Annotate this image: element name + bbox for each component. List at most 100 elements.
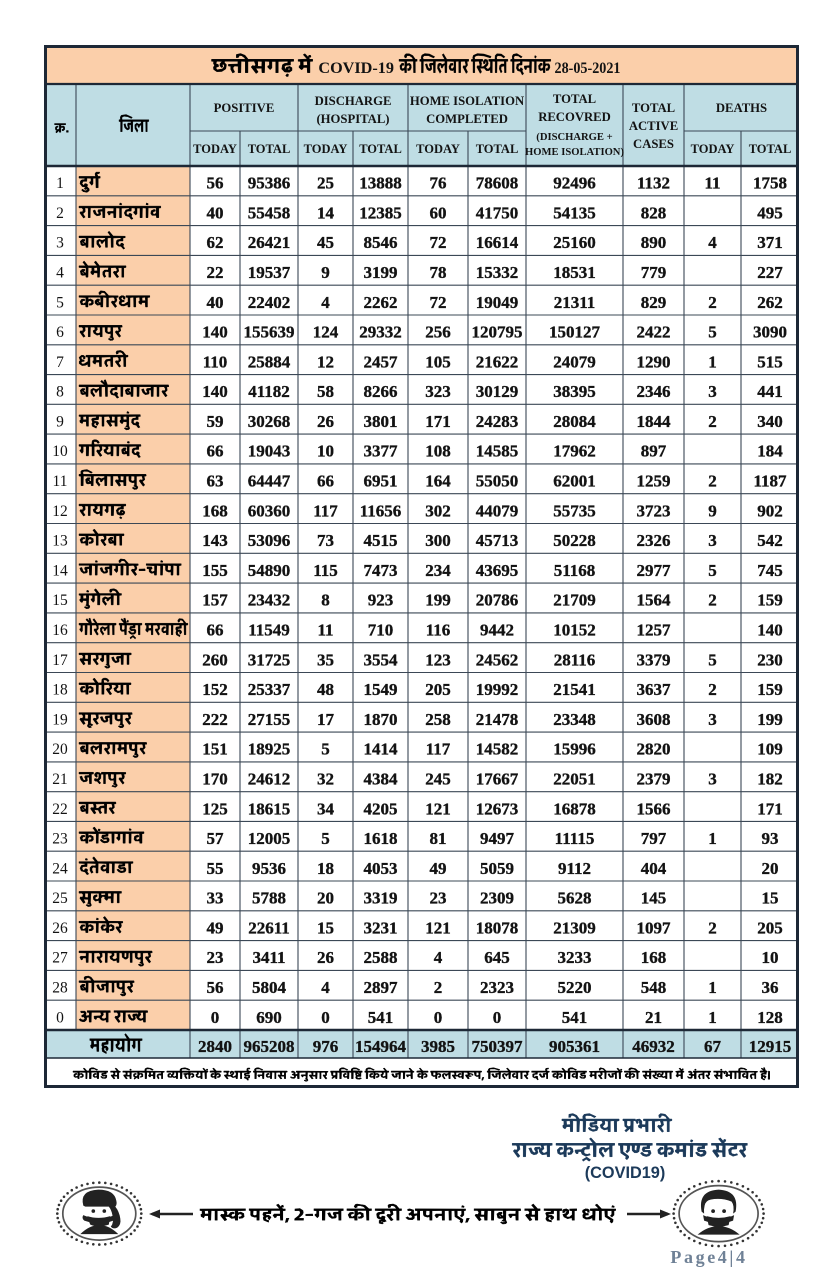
svg-text:20: 20 [762, 859, 779, 878]
svg-text:128: 128 [757, 1008, 783, 1027]
svg-text:26: 26 [52, 920, 68, 937]
svg-text:66: 66 [207, 442, 224, 461]
svg-text:17: 17 [317, 710, 335, 729]
svg-text:750397: 750397 [472, 1037, 524, 1056]
svg-text:10: 10 [762, 948, 779, 967]
svg-text:24612: 24612 [248, 770, 291, 789]
svg-text:2897: 2897 [364, 978, 399, 997]
svg-text:115: 115 [313, 561, 338, 580]
svg-text:154964: 154964 [355, 1037, 407, 1056]
svg-text:117: 117 [313, 501, 338, 520]
svg-text:28-05-2021: 28-05-2021 [555, 59, 621, 77]
svg-text:21709: 21709 [553, 591, 596, 610]
svg-text:TOTAL: TOTAL [359, 142, 402, 156]
svg-text:20: 20 [317, 889, 334, 908]
svg-text:2: 2 [708, 680, 717, 699]
svg-text:976: 976 [313, 1037, 339, 1056]
svg-text:222: 222 [202, 710, 228, 729]
svg-text:28: 28 [52, 980, 68, 997]
svg-text:140: 140 [757, 621, 783, 640]
svg-text:50228: 50228 [553, 531, 596, 550]
svg-text:1257: 1257 [637, 621, 672, 640]
svg-text:12: 12 [317, 352, 334, 371]
svg-text:22051: 22051 [553, 770, 596, 789]
svg-text:5059: 5059 [480, 859, 514, 878]
svg-text:15: 15 [762, 889, 779, 908]
svg-text:11: 11 [704, 174, 720, 193]
svg-text:43695: 43695 [476, 561, 519, 580]
svg-text:56: 56 [207, 978, 224, 997]
svg-text:905361: 905361 [549, 1037, 600, 1056]
svg-text:164: 164 [425, 472, 451, 491]
svg-text:COMPLETED: COMPLETED [426, 112, 508, 126]
svg-text:645: 645 [484, 948, 510, 967]
svg-text:18: 18 [317, 859, 334, 878]
svg-text:2422: 2422 [637, 323, 671, 342]
svg-text:34: 34 [317, 799, 335, 818]
svg-text:14582: 14582 [476, 740, 519, 759]
svg-text:3199: 3199 [364, 263, 398, 282]
svg-text:1259: 1259 [637, 472, 671, 491]
svg-text:TOTAL: TOTAL [248, 142, 291, 156]
svg-text:TODAY: TODAY [304, 142, 348, 156]
svg-text:256: 256 [425, 323, 451, 342]
svg-text:245: 245 [425, 770, 451, 789]
svg-text:159: 159 [757, 591, 783, 610]
svg-text:404: 404 [641, 859, 667, 878]
svg-text:72: 72 [430, 293, 447, 312]
svg-text:(HOSPITAL): (HOSPITAL) [316, 112, 389, 126]
svg-text:116: 116 [426, 621, 451, 640]
svg-text:9536: 9536 [252, 859, 286, 878]
svg-text:COVID-19: COVID-19 [318, 59, 394, 77]
svg-text:67: 67 [704, 1037, 722, 1056]
svg-text:2457: 2457 [364, 352, 399, 371]
svg-text:3554: 3554 [364, 650, 399, 669]
svg-text:2: 2 [708, 412, 717, 431]
svg-text:1564: 1564 [637, 591, 672, 610]
svg-text:152: 152 [202, 680, 228, 699]
svg-text:15: 15 [52, 592, 68, 609]
svg-text:110: 110 [203, 352, 228, 371]
svg-text:171: 171 [757, 799, 783, 818]
svg-text:2: 2 [708, 918, 717, 937]
svg-text:125: 125 [202, 799, 228, 818]
svg-text:3411: 3411 [252, 948, 285, 967]
svg-text:9112: 9112 [558, 859, 591, 878]
svg-text:897: 897 [641, 442, 667, 461]
svg-text:19049: 19049 [476, 293, 519, 312]
svg-text:Page4|4: Page4|4 [670, 1247, 747, 1267]
svg-text:40: 40 [207, 293, 224, 312]
svg-text:1870: 1870 [364, 710, 398, 729]
svg-text:797: 797 [641, 829, 667, 848]
svg-text:11: 11 [53, 473, 68, 490]
svg-text:4: 4 [434, 948, 443, 967]
svg-text:145: 145 [641, 889, 667, 908]
svg-text:26421: 26421 [248, 233, 291, 252]
svg-text:2262: 2262 [364, 293, 398, 312]
svg-text:2326: 2326 [637, 531, 671, 550]
svg-text:205: 205 [425, 680, 451, 699]
svg-text:15332: 15332 [476, 263, 519, 282]
svg-text:108: 108 [425, 442, 451, 461]
svg-text:0: 0 [211, 1008, 220, 1027]
svg-text:16614: 16614 [476, 233, 519, 252]
svg-text:7473: 7473 [364, 561, 398, 580]
svg-text:18925: 18925 [248, 740, 291, 759]
svg-text:1: 1 [708, 352, 717, 371]
svg-text:541: 541 [562, 1008, 588, 1027]
svg-text:3637: 3637 [637, 680, 672, 699]
svg-text:23: 23 [430, 889, 447, 908]
svg-text:HOME ISOLATION: HOME ISOLATION [410, 94, 524, 108]
svg-text:4515: 4515 [364, 531, 398, 550]
svg-text:3801: 3801 [364, 412, 398, 431]
svg-text:2: 2 [708, 591, 717, 610]
svg-text:95386: 95386 [248, 174, 291, 193]
svg-text:11549: 11549 [248, 621, 290, 640]
svg-text:40: 40 [207, 203, 224, 222]
svg-text:3231: 3231 [364, 918, 398, 937]
svg-text:16: 16 [52, 622, 68, 639]
svg-text:11656: 11656 [360, 501, 402, 520]
svg-text:6: 6 [56, 324, 64, 341]
svg-text:10: 10 [317, 442, 334, 461]
svg-text:30129: 30129 [476, 382, 519, 401]
